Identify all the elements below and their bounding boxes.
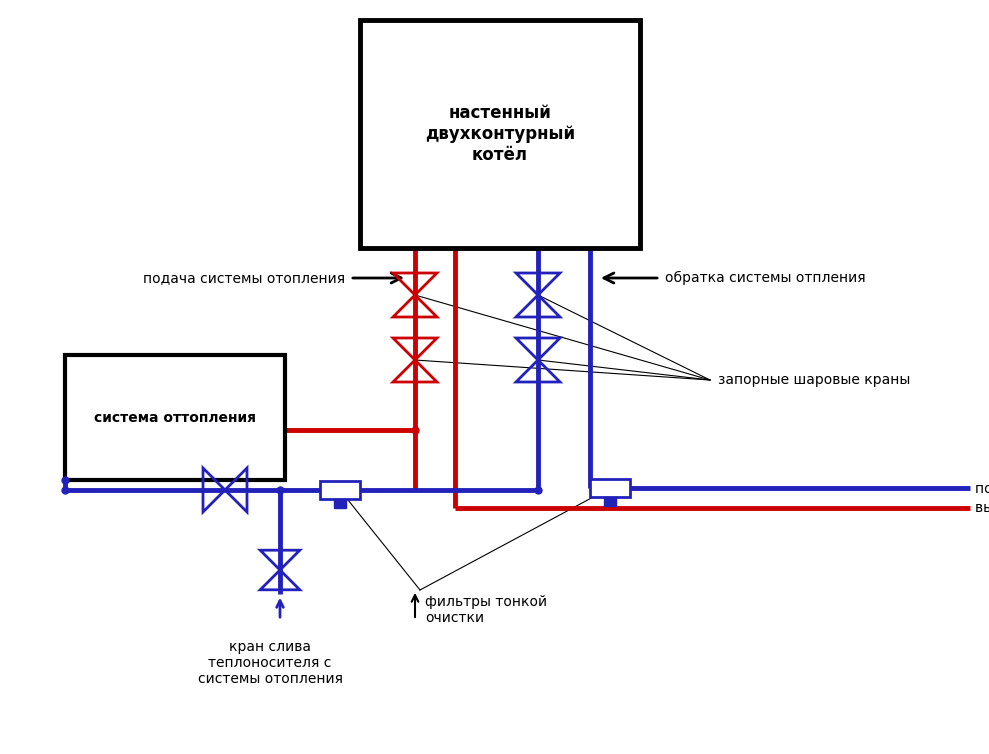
Bar [360, 20, 640, 248]
Text: система оттопления: система оттопления [94, 410, 256, 425]
Text: кран слива
теплоносителя с
системы отопления: кран слива теплоносителя с системы отопл… [198, 640, 342, 686]
Text: подача холодной воды: подача холодной воды [975, 481, 989, 495]
Text: фильтры тонкой
очистки: фильтры тонкой очистки [425, 595, 547, 625]
Text: настенный
двухконтурный
котёл: настенный двухконтурный котёл [425, 104, 575, 164]
Bar [334, 499, 346, 508]
Text: запорные шаровые краны: запорные шаровые краны [718, 373, 911, 387]
Text: подача системы отопления: подача системы отопления [142, 271, 345, 285]
Bar [604, 497, 616, 506]
Text: выход горячей воды: выход горячей воды [975, 501, 989, 515]
Text: обратка системы отпления: обратка системы отпления [665, 271, 865, 285]
Bar [590, 479, 630, 497]
Bar [65, 355, 285, 480]
Bar [320, 481, 360, 499]
